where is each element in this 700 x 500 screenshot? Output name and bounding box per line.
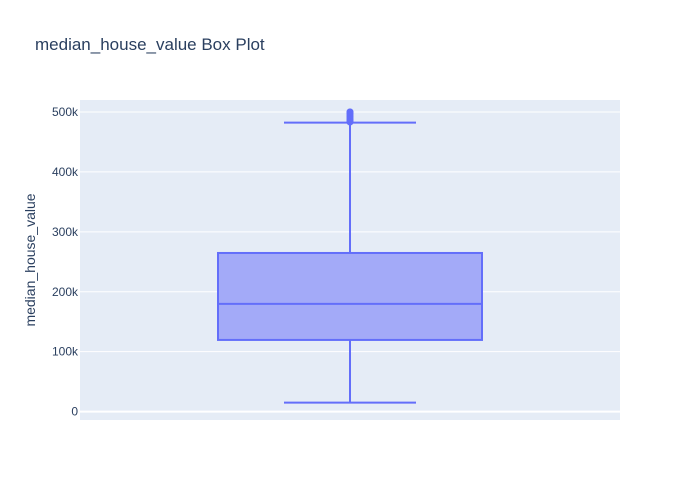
y-tick-label-2: 200k (52, 285, 79, 299)
box-series[interactable] (217, 108, 483, 404)
outlier-point-8 (346, 108, 354, 116)
y-tick-label-4: 400k (52, 165, 79, 179)
y-axis-label: median_house_value (22, 193, 38, 326)
y-tick-label-5: 500k (52, 105, 79, 119)
y-tick-label-1: 100k (52, 345, 79, 359)
y-tick-label-0: 0 (71, 405, 78, 419)
y-axis-ticks: 0 100k 200k 300k 400k 500k (52, 105, 79, 419)
box-iqr (217, 251, 483, 341)
chart-title: median_house_value Box Plot (35, 35, 265, 54)
y-tick-label-3: 300k (52, 225, 79, 239)
